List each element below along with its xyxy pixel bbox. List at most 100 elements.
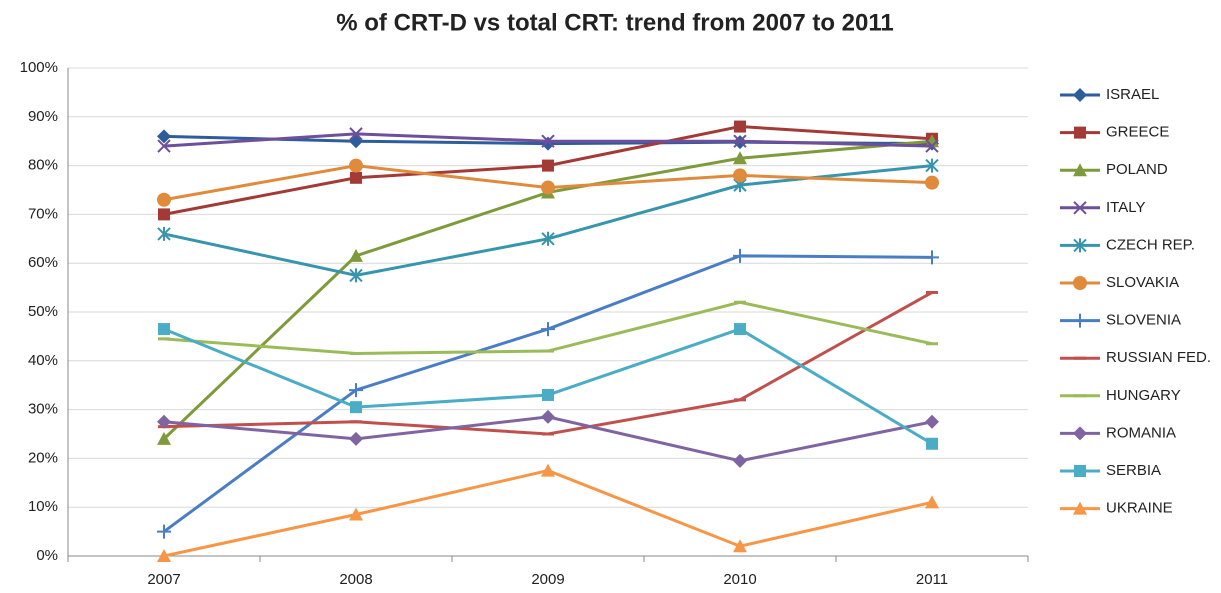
marker (1073, 276, 1087, 290)
marker (349, 268, 363, 283)
marker (541, 231, 555, 246)
y-tick-label: 90% (28, 108, 58, 125)
y-tick-label: 80% (28, 157, 58, 174)
marker (541, 322, 555, 337)
x-tick-label: 2008 (339, 571, 372, 588)
marker (1073, 163, 1087, 177)
marker (349, 383, 363, 398)
y-tick-label: 70% (28, 205, 58, 222)
marker (541, 463, 555, 477)
chart-title: % of CRT-D vs total CRT: trend from 2007… (336, 9, 893, 36)
legend-label: SLOVAKIA (1106, 274, 1179, 291)
marker (157, 431, 171, 445)
legend-label: ISRAEL (1106, 86, 1159, 103)
marker (157, 139, 171, 153)
marker (349, 127, 363, 141)
marker (733, 151, 747, 165)
x-tick-label: 2009 (531, 571, 564, 588)
legend-label: POLAND (1106, 161, 1168, 178)
legend-item: RUSSIAN FED. (1060, 349, 1211, 366)
legend-item: GREECE (1060, 124, 1169, 141)
legend-label: ITALY (1106, 199, 1145, 216)
legend-item: HUNGARY (1060, 387, 1181, 404)
marker (925, 139, 939, 153)
legend-item: SLOVENIA (1060, 312, 1181, 329)
marker (734, 120, 746, 133)
marker (925, 175, 939, 190)
legend-label: UKRAINE (1106, 500, 1173, 517)
legend-item: ISRAEL (1060, 86, 1159, 103)
legend-label: RUSSIAN FED. (1106, 349, 1211, 366)
y-tick-label: 60% (28, 254, 58, 271)
marker (1074, 465, 1086, 477)
legend-item: ROMANIA (1060, 424, 1176, 441)
marker (925, 158, 939, 173)
legend-label: SLOVENIA (1106, 312, 1181, 329)
series (157, 409, 939, 468)
marker (349, 134, 363, 149)
marker (541, 134, 555, 148)
series (157, 127, 939, 153)
legend-item: SERBIA (1060, 462, 1161, 479)
y-tick-label: 100% (20, 59, 58, 76)
marker (926, 437, 938, 450)
series (158, 300, 938, 355)
marker (541, 409, 555, 424)
marker (1073, 426, 1087, 441)
legend-label: ROMANIA (1106, 424, 1176, 441)
legend-item: UKRAINE (1060, 500, 1173, 517)
marker (542, 159, 554, 172)
marker (1073, 501, 1087, 515)
marker (925, 414, 939, 429)
marker (158, 208, 170, 221)
x-tick-label: 2011 (916, 571, 948, 588)
marker (350, 401, 362, 414)
marker (157, 192, 171, 207)
marker (734, 323, 746, 336)
marker (733, 134, 747, 148)
y-tick-label: 40% (28, 352, 58, 369)
marker (157, 414, 171, 429)
x-tick-label: 2010 (723, 571, 756, 588)
legend-item: SLOVAKIA (1060, 274, 1179, 291)
y-tick-label: 20% (28, 449, 58, 466)
legend-item: ITALY (1060, 199, 1145, 216)
marker (541, 136, 555, 151)
marker (157, 549, 171, 562)
legend-item: POLAND (1060, 161, 1168, 178)
marker (349, 158, 363, 173)
marker (541, 180, 555, 195)
y-tick-label: 0% (36, 547, 58, 564)
marker (157, 524, 171, 539)
marker (157, 129, 171, 144)
marker (349, 248, 363, 262)
legend-item: CZECH REP. (1060, 236, 1195, 253)
series (158, 323, 938, 450)
marker (1073, 313, 1087, 328)
marker (1074, 126, 1086, 139)
legend-label: GREECE (1106, 124, 1169, 141)
marker (349, 431, 363, 446)
marker (1073, 238, 1087, 253)
marker (733, 168, 747, 183)
marker (157, 226, 171, 241)
y-tick-label: 30% (28, 401, 58, 418)
marker (925, 250, 939, 265)
marker (733, 248, 747, 263)
marker (350, 171, 362, 184)
marker (158, 323, 170, 336)
y-tick-label: 50% (28, 303, 58, 320)
series (157, 463, 939, 562)
legend-label: SERBIA (1106, 462, 1161, 479)
y-tick-label: 10% (28, 498, 58, 515)
series (158, 120, 938, 221)
marker (542, 388, 554, 401)
legend-label: HUNGARY (1106, 387, 1181, 404)
series-line (163, 469, 933, 558)
series (157, 158, 939, 207)
marker (1073, 201, 1087, 215)
marker (733, 539, 747, 553)
legend-label: CZECH REP. (1106, 236, 1195, 253)
x-tick-label: 2007 (147, 571, 180, 588)
